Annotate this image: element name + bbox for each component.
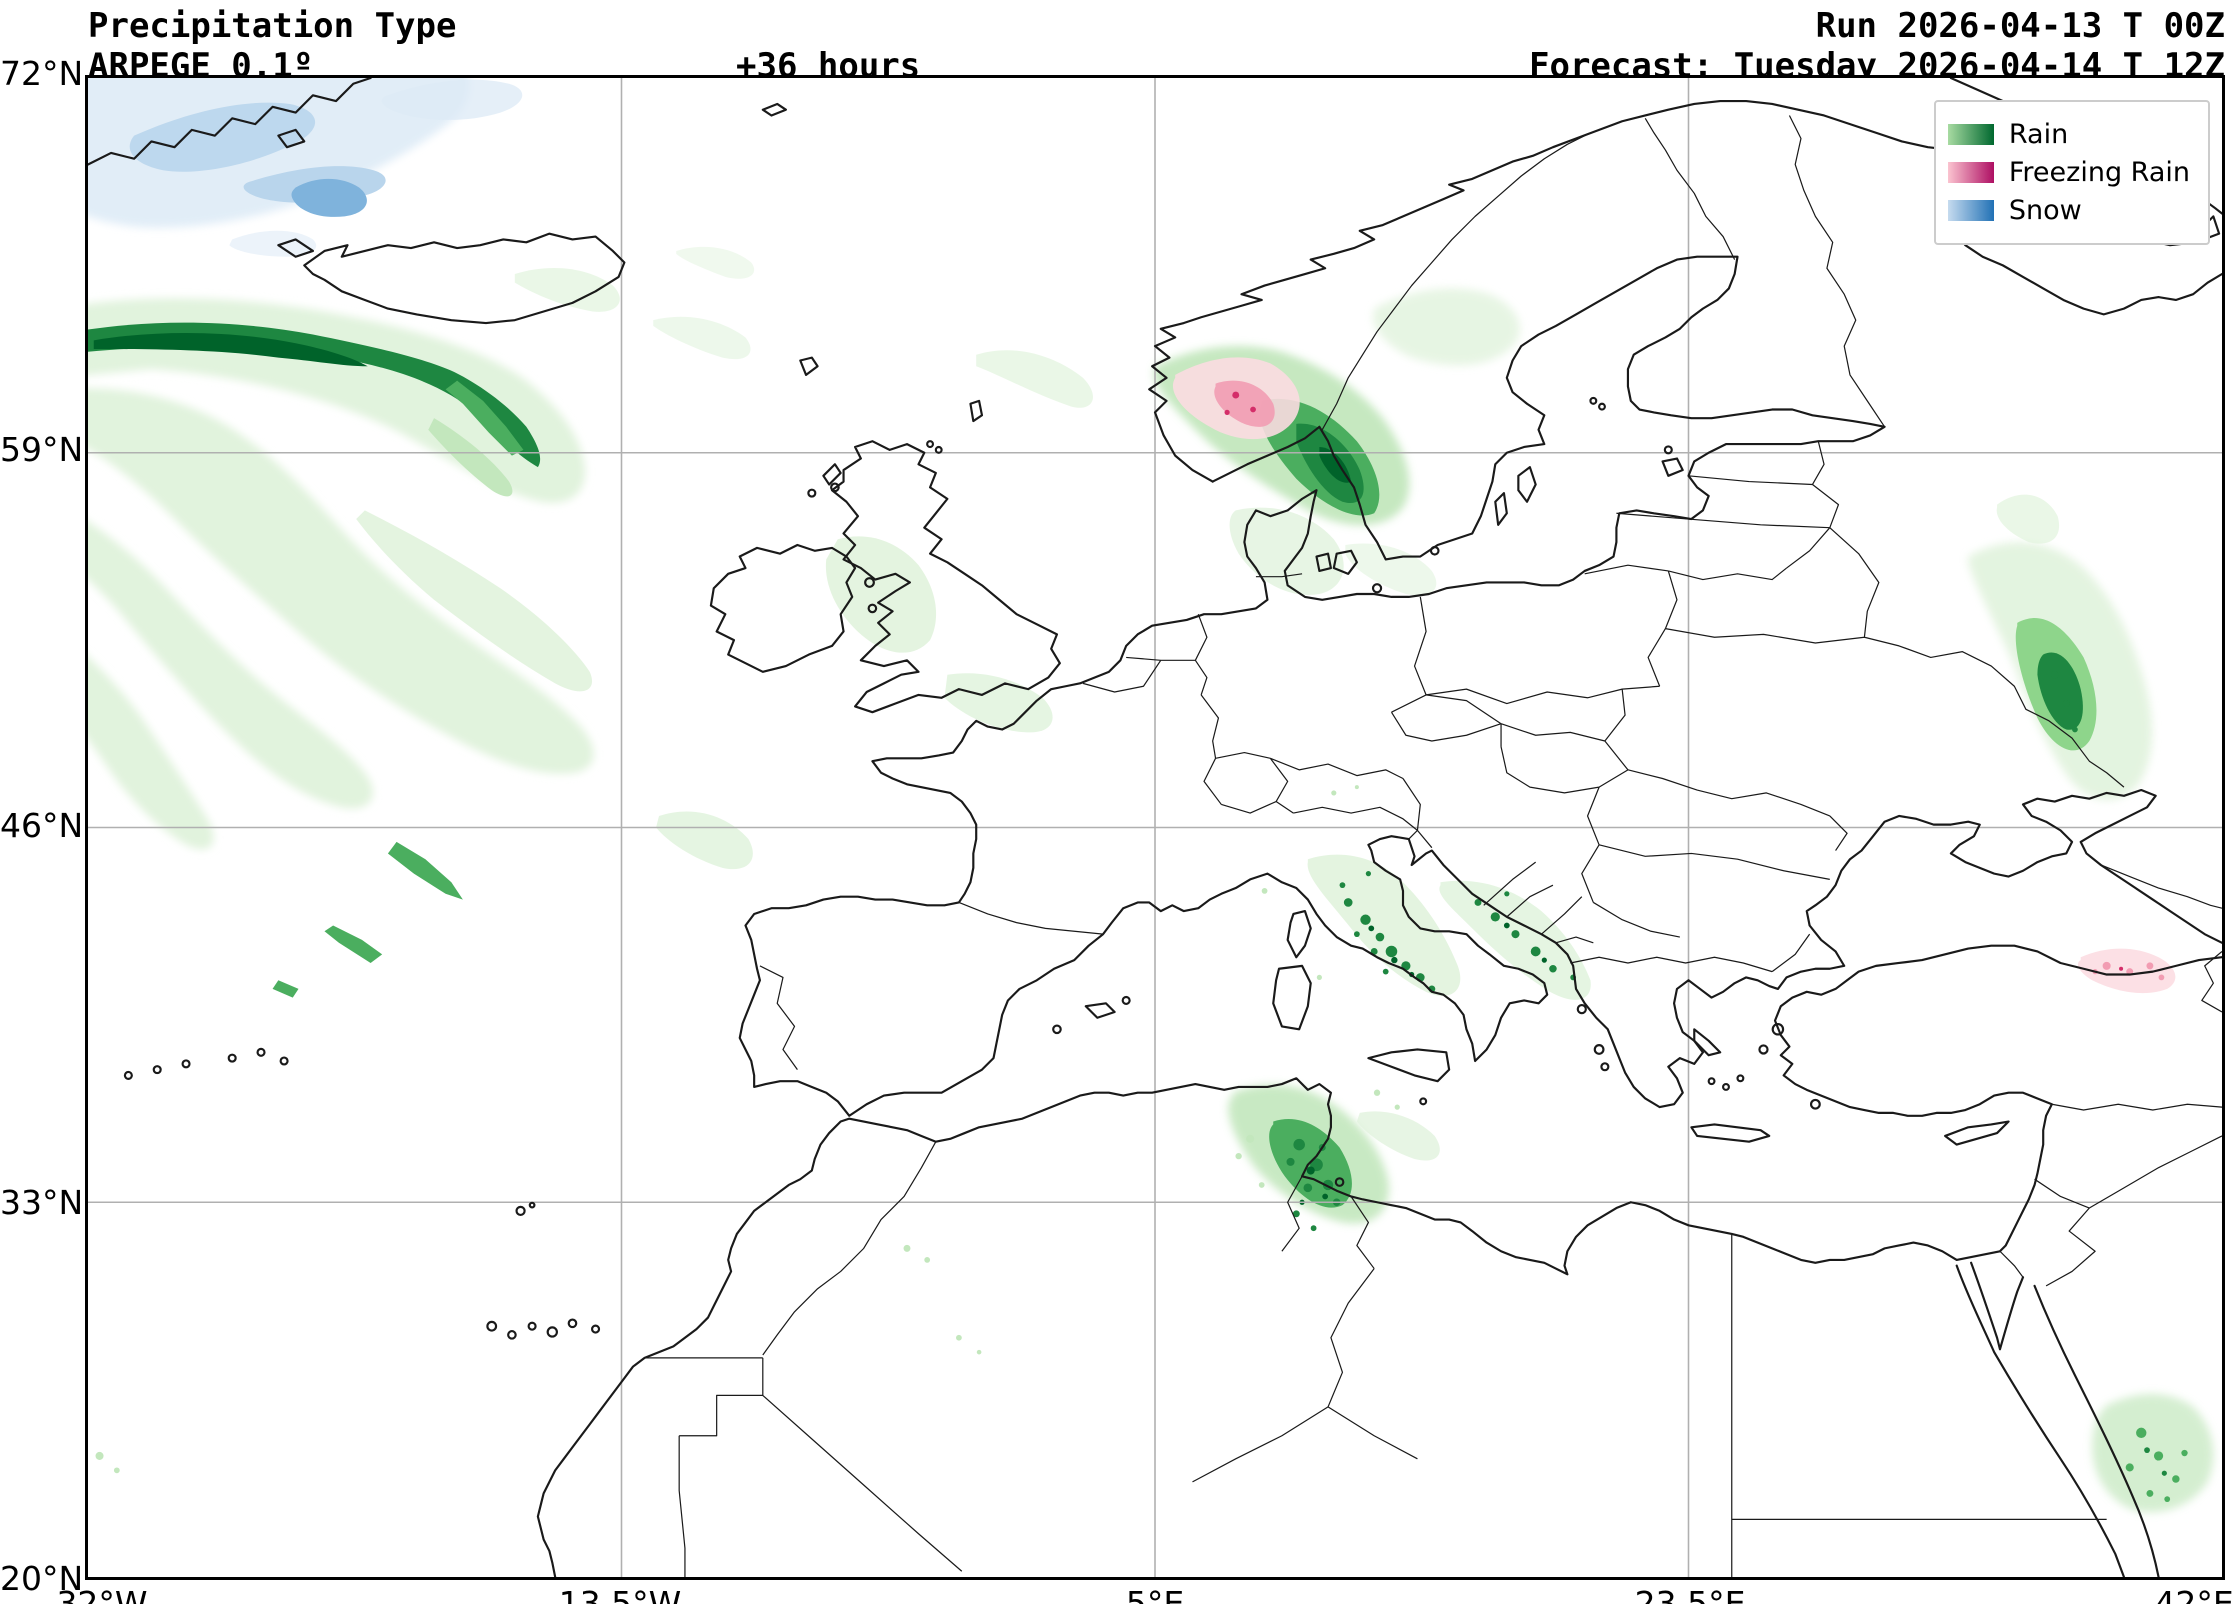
lat-tick-59n: 59°N [0,429,84,469]
lat-tick-72n: 72°N [0,53,84,93]
run-label: Run 2026-04-13 T 00Z [1815,6,2225,46]
lon-tick-135w: 13.5°W [558,1584,682,1604]
legend-item-snow: Snow [1947,195,2190,226]
lon-tick-32w: 32°W [56,1584,148,1604]
europe-map [88,78,2222,1577]
map-legend: Rain Freezing Rain Snow [1933,100,2210,245]
legend-item-rain: Rain [1947,119,2190,150]
lat-tick-33n: 33°N [0,1182,84,1222]
graticule [88,78,2222,1577]
map-plot-area: Rain Freezing Rain Snow [85,75,2225,1580]
rain-label: Rain [2008,119,2069,150]
freezing-rain-label: Freezing Rain [2008,157,2190,188]
rain-field [88,246,2214,1513]
snow-swatch [1947,200,1994,221]
lat-tick-46n: 46°N [0,805,84,845]
snow-label: Snow [2008,195,2082,226]
freezing-rain-swatch [1947,162,1994,183]
lon-tick-42e: 42°E [2154,1584,2233,1604]
country-borders [644,115,2222,1577]
lon-tick-5e: 5°E [1125,1584,1185,1604]
lat-tick-20n: 20°N [0,1558,84,1598]
rain-swatch [1947,124,1994,145]
coastlines [88,78,2222,1577]
snow-field [88,78,523,257]
freezing-rain-field [1172,357,2176,994]
legend-item-freezing-rain: Freezing Rain [1947,157,2190,188]
page-title: Precipitation Type [88,6,457,46]
lon-tick-235e: 23.5°E [1634,1584,1746,1604]
